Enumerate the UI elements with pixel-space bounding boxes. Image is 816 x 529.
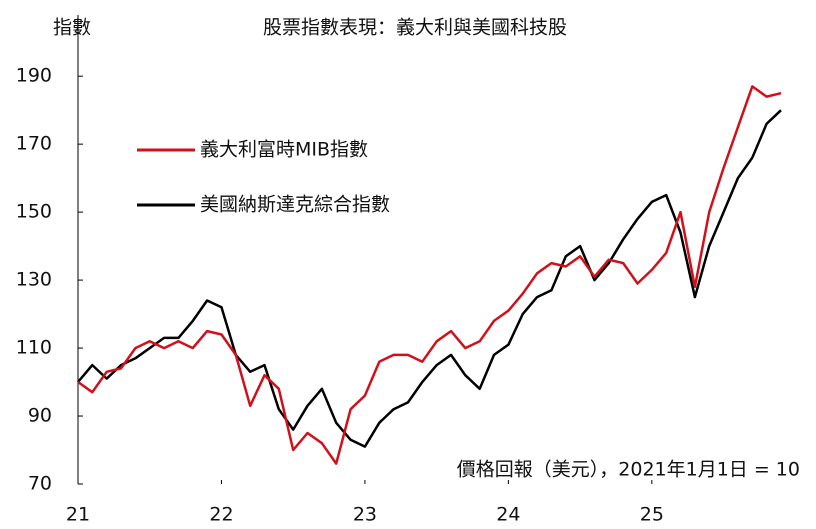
- chart-title: 股票指數表現：義大利與美國科技股: [263, 17, 567, 39]
- x-tick-label: 25: [640, 504, 664, 526]
- y-axis-label: 指數: [53, 17, 91, 39]
- y-tick-label: 130: [16, 269, 52, 291]
- y-tick-label: 90: [28, 405, 52, 427]
- x-tick-label: 21: [66, 504, 90, 526]
- x-tick-label: 23: [353, 504, 377, 526]
- series-line: [77, 109, 782, 448]
- y-tick-label: 110: [16, 337, 52, 359]
- series-line: [77, 85, 782, 465]
- y-tick-label: 70: [28, 473, 52, 495]
- y-tick-label: 170: [16, 133, 52, 155]
- legend-label: 美國納斯達克綜合指數: [200, 194, 390, 216]
- y-tick-label: 190: [16, 65, 52, 87]
- legend-label: 義大利富時MIB指數: [200, 139, 368, 161]
- x-tick-label: 24: [496, 504, 520, 526]
- y-tick-label: 150: [16, 201, 52, 223]
- x-tick-label: 22: [209, 504, 233, 526]
- annotation: 價格回報（美元），2021年1月1日 = 10: [457, 459, 800, 481]
